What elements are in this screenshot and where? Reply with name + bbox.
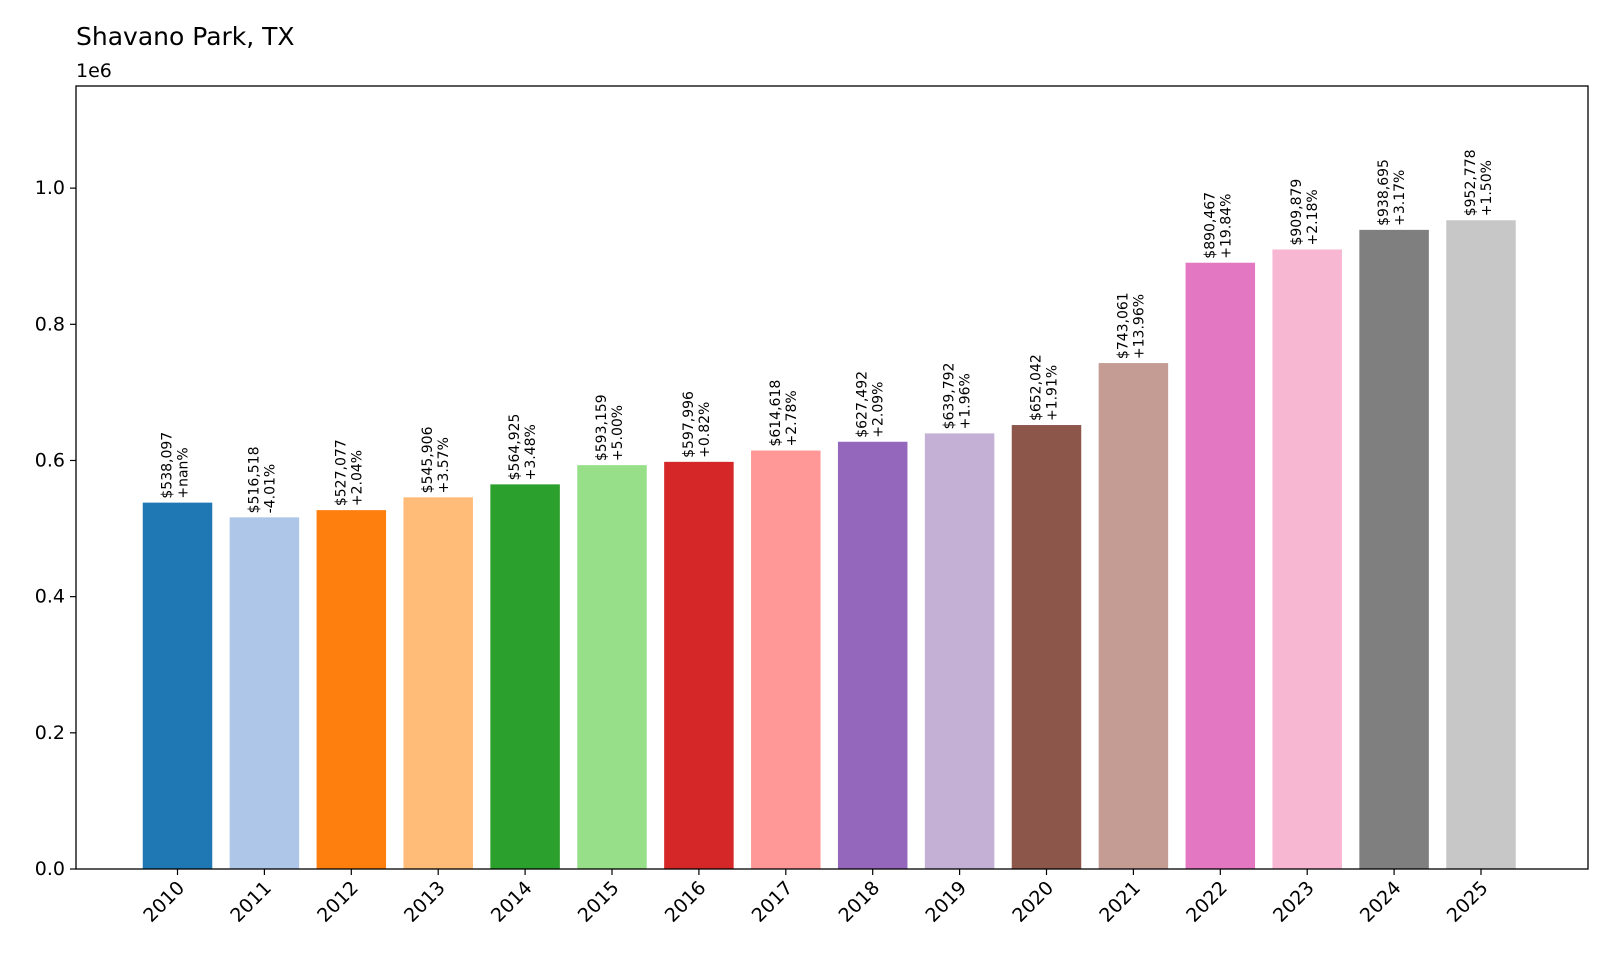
bar-2020: [1011, 425, 1082, 869]
y-axis-offset-label: 1e6: [76, 60, 112, 82]
bar-value-label: $593,159: [594, 394, 610, 461]
bar-2019: [924, 433, 995, 869]
bar-value-label: $527,077: [333, 439, 349, 506]
bar-value-label: $639,792: [942, 363, 958, 430]
bar-value-label: $938,695: [1376, 159, 1392, 226]
bar-change-label: +19.84%: [1218, 194, 1234, 259]
y-axis: 0.0 0.2 0.4 0.6 0.8 1.0: [35, 177, 76, 880]
bar-change-label: +2.18%: [1305, 189, 1321, 245]
bar-change-label: +1.96%: [958, 373, 974, 429]
y-tick-label: 0.2: [35, 722, 65, 744]
bar-change-label: +0.82%: [697, 402, 713, 458]
bar-value-label: $545,906: [420, 426, 436, 493]
bar-value-label: $597,996: [681, 391, 697, 458]
plot-frame: [75, 85, 1589, 870]
x-tick-label: 2016: [661, 877, 711, 927]
x-tick-label: 2021: [1095, 877, 1145, 927]
y-tick-label: 0.6: [35, 449, 65, 471]
bar-value-label: $952,778: [1463, 149, 1479, 216]
x-axis: 2010 2011 2012 2013 2014 2015 2016 2017 2018 2019…: [139, 869, 1493, 927]
bar-2024: [1359, 229, 1429, 869]
x-tick-label: 2017: [748, 877, 798, 927]
bar-change-label: +1.50%: [1479, 160, 1495, 216]
bar-value-label: $516,518: [246, 447, 262, 514]
bar-change-label: +2.78%: [784, 390, 800, 446]
bar-2022: [1185, 262, 1256, 870]
x-tick-label: 2011: [226, 877, 276, 927]
bar-value-label: $890,467: [1202, 192, 1218, 259]
x-tick-label: 2010: [139, 877, 189, 927]
x-tick-label: 2025: [1443, 877, 1493, 927]
bar-value-label: $564,925: [507, 414, 523, 481]
bar-change-label: +5.00%: [610, 405, 626, 461]
x-tick-label: 2015: [574, 877, 624, 927]
bar-2012: [316, 510, 387, 869]
bar-value-label: $652,042: [1029, 354, 1045, 421]
bar-change-label: +3.48%: [523, 424, 539, 480]
y-tick-label: 0.0: [35, 858, 65, 880]
y-tick-label: 1.0: [35, 177, 65, 199]
bar-change-label: -4.01%: [262, 464, 278, 514]
x-tick-label: 2019: [921, 877, 971, 927]
bar-change-label: +1.91%: [1045, 365, 1061, 421]
x-tick-label: 2023: [1269, 877, 1319, 927]
bar-value-label: $538,097: [160, 432, 176, 499]
bar-change-label: +3.17%: [1392, 170, 1408, 226]
x-tick-label: 2013: [400, 877, 450, 927]
bar-2014: [490, 484, 560, 869]
bar-change-label: +2.09%: [871, 382, 887, 438]
x-tick-label: 2012: [313, 877, 363, 927]
bar-value-label: $743,061: [1115, 292, 1131, 359]
bar-change-label: +13.96%: [1131, 294, 1147, 359]
y-tick-label: 0.4: [35, 586, 65, 608]
bar-2016: [664, 461, 734, 869]
x-tick-label: 2024: [1356, 877, 1406, 927]
bar-2017: [751, 450, 821, 869]
bar-change-label: +3.57%: [436, 437, 452, 493]
bar-labels-group: $538,097 +nan% $516,518 -4.01% $527,077 +2.04…: [160, 149, 1496, 513]
x-tick-label: 2022: [1182, 877, 1232, 927]
bar-2015: [577, 465, 647, 869]
bar-2010: [142, 502, 213, 869]
x-tick-label: 2018: [834, 877, 884, 927]
bar-change-label: +2.04%: [349, 450, 365, 506]
bar-value-label: $909,879: [1289, 179, 1305, 246]
chart-title: Shavano Park, TX: [76, 22, 295, 51]
bar-value-label: $614,618: [768, 380, 784, 447]
bar-2025: [1446, 220, 1516, 869]
x-tick-label: 2014: [487, 877, 537, 927]
bar-2013: [403, 497, 473, 869]
y-tick-label: 0.8: [35, 313, 65, 335]
bar-value-label: $627,492: [855, 371, 871, 438]
bar-2021: [1098, 363, 1169, 869]
x-tick-label: 2020: [1008, 877, 1058, 927]
bar-change-label: +nan%: [176, 447, 192, 498]
bar-2011: [229, 517, 300, 869]
bars-group: [142, 220, 1516, 870]
bar-2023: [1272, 249, 1342, 870]
bar-2018: [837, 441, 908, 869]
